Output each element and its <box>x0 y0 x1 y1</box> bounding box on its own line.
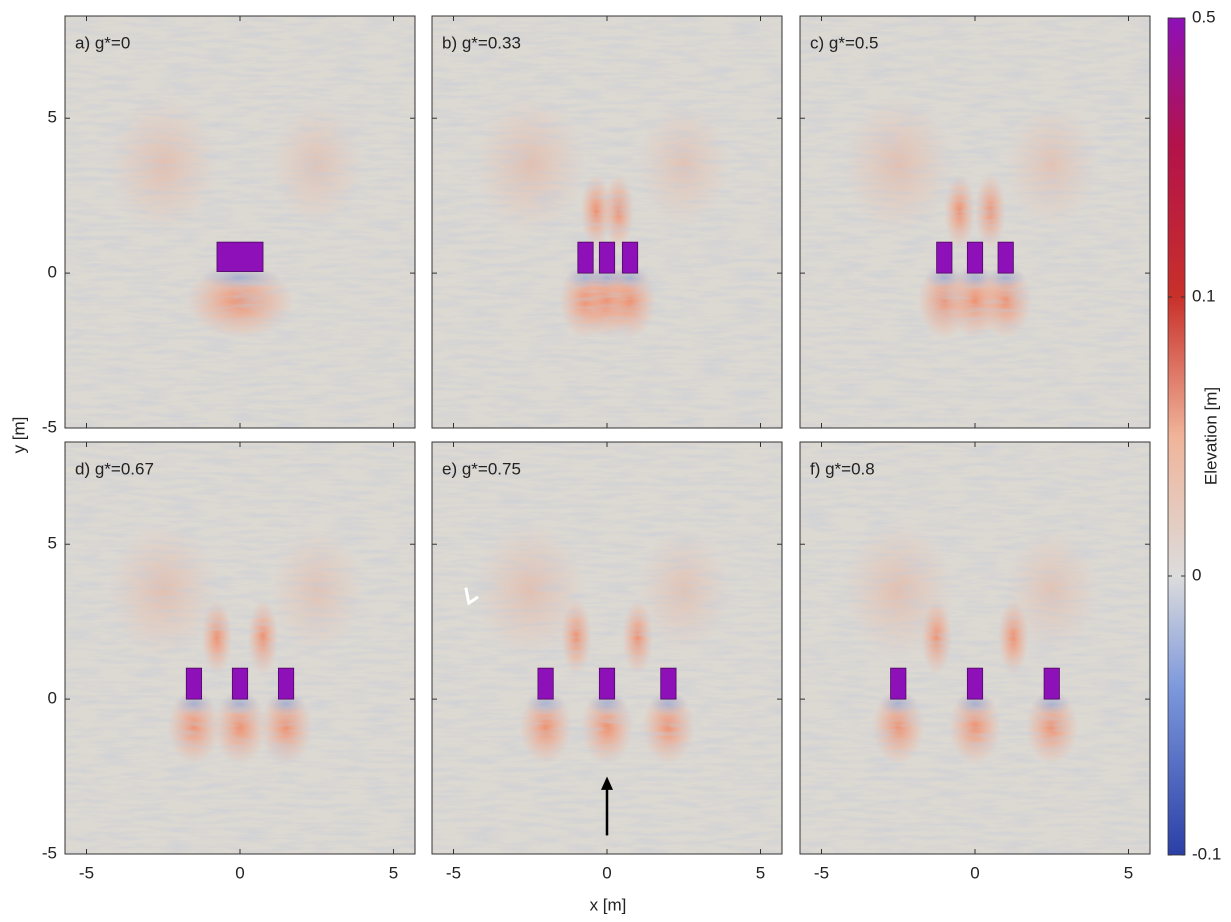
colorbar-tick-label: 0.1 <box>1192 286 1216 305</box>
obstacle <box>966 241 984 274</box>
x-tick-label: -5 <box>814 863 829 882</box>
obstacle <box>660 667 677 700</box>
obstacle <box>277 667 295 700</box>
x-tick-label: 0 <box>235 863 244 882</box>
obstacle <box>598 667 616 700</box>
obstacle <box>997 241 1014 274</box>
obstacle <box>577 241 594 274</box>
panel <box>65 442 415 854</box>
panel-title: e) g*=0.75 <box>442 459 521 478</box>
y-tick-label: 0 <box>48 263 57 282</box>
panel-title: f) g*=0.8 <box>810 459 875 478</box>
panel-title: a) g*=0 <box>75 33 130 52</box>
x-tick-label: 0 <box>602 863 611 882</box>
x-tick-label: -5 <box>79 863 94 882</box>
colorbar-tick-label: -0.1 <box>1192 844 1221 863</box>
panel <box>432 442 782 854</box>
y-tick-label: 5 <box>48 108 57 127</box>
panel <box>800 16 1150 428</box>
x-tick-label: 5 <box>1124 863 1133 882</box>
y-tick-label: -5 <box>42 843 57 862</box>
obstacle <box>598 241 616 274</box>
ripple-texture <box>432 16 782 428</box>
x-tick-label: 0 <box>970 863 979 882</box>
x-axis-label: x [m] <box>590 895 627 914</box>
obstacle <box>966 667 984 700</box>
panel <box>65 16 415 428</box>
ripple-texture <box>800 16 1150 428</box>
colorbar-tick-label: 0.5 <box>1192 7 1216 26</box>
panel <box>432 16 782 428</box>
colorbar-label: Elevation [m] <box>1201 387 1220 485</box>
obstacle <box>537 667 554 700</box>
panel-title: d) g*=0.67 <box>75 459 154 478</box>
x-tick-label: 5 <box>389 863 398 882</box>
x-tick-label: -5 <box>446 863 461 882</box>
colorbar <box>1167 17 1186 856</box>
y-tick-label: 0 <box>48 689 57 708</box>
ripple-texture <box>65 16 415 428</box>
ripple-texture <box>65 442 415 854</box>
chevron <box>464 587 479 606</box>
panel <box>800 442 1150 854</box>
ripple-texture <box>800 442 1150 854</box>
colorbar-tick-label: 0 <box>1192 565 1201 584</box>
y-axis-label: y [m] <box>9 417 28 454</box>
obstacle <box>185 667 203 700</box>
obstacle <box>890 667 907 700</box>
obstacle <box>936 241 953 274</box>
panel-title: c) g*=0.5 <box>810 33 879 52</box>
obstacle <box>231 667 249 700</box>
flow-arrow-head <box>601 776 613 790</box>
obstacle <box>621 241 639 274</box>
panel-title: b) g*=0.33 <box>442 33 521 52</box>
obstacle <box>216 241 264 272</box>
y-tick-label: -5 <box>42 417 57 436</box>
x-tick-label: 5 <box>756 863 765 882</box>
y-tick-label: 5 <box>48 534 57 553</box>
obstacle <box>1043 667 1060 700</box>
